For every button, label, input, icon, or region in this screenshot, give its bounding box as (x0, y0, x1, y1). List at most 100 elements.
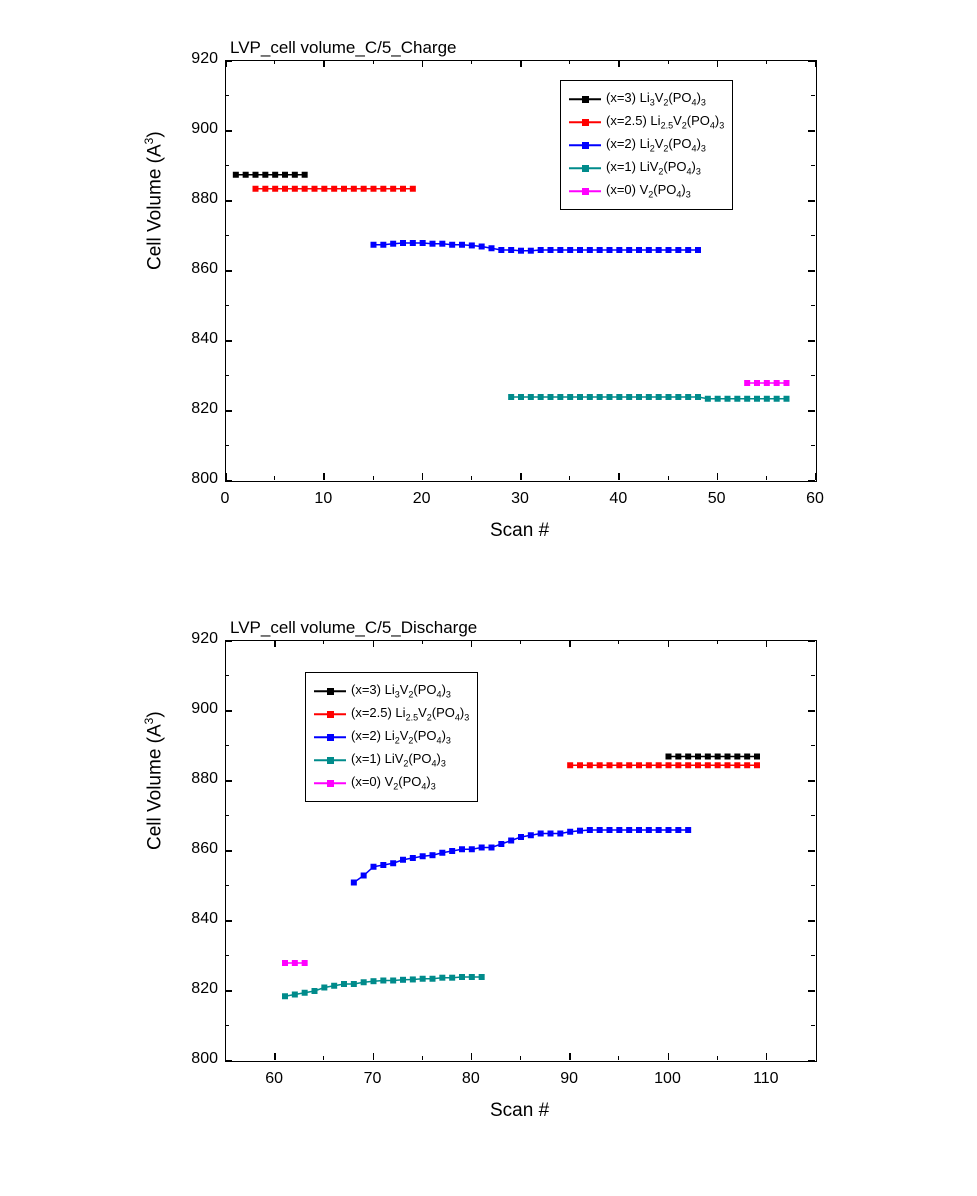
series-marker-x2 (498, 841, 504, 847)
x-tick (274, 1053, 276, 1060)
x-tick (225, 60, 227, 67)
x-minor-tick (569, 476, 570, 480)
y-minor-tick (811, 165, 815, 166)
series-marker-x2 (439, 241, 445, 247)
x-minor-tick (471, 476, 472, 480)
series-marker-x2 (420, 853, 426, 859)
series-marker-x2.5 (292, 186, 298, 192)
series-marker-x1 (410, 976, 416, 982)
x-minor-tick (766, 476, 767, 480)
legend-label: (x=0) V2(PO4)3 (351, 772, 436, 794)
y-tick (225, 480, 232, 482)
page: LVP_cell volume_C/5_Charge Cell Volume (… (0, 0, 977, 1196)
series-marker-x2 (410, 240, 416, 246)
series-marker-x1 (321, 985, 327, 991)
legend-swatch (314, 777, 346, 789)
x-minor-tick (569, 60, 570, 64)
legend-swatch (314, 685, 346, 697)
series-marker-x2.5 (361, 186, 367, 192)
series-marker-x1 (361, 979, 367, 985)
x-tick-label: 70 (364, 1070, 382, 1088)
x-tick (373, 1053, 375, 1060)
series-marker-x2 (616, 827, 622, 833)
series-marker-x2 (675, 827, 681, 833)
series-marker-x1 (371, 978, 377, 984)
x-tick-label: 0 (221, 490, 230, 508)
x-minor-tick (323, 1056, 324, 1060)
series-marker-x2 (626, 827, 632, 833)
series-marker-x1 (764, 396, 770, 402)
x-axis-label: Scan # (490, 520, 549, 542)
series-marker-x1 (282, 993, 288, 999)
x-minor-tick (274, 60, 275, 64)
series-marker-x2 (675, 247, 681, 253)
x-minor-tick (323, 640, 324, 644)
x-tick-label: 50 (708, 490, 726, 508)
y-minor-tick (811, 1025, 815, 1026)
series-marker-x2 (518, 248, 524, 254)
x-tick-label: 30 (511, 490, 529, 508)
series-marker-x3 (685, 754, 691, 760)
series-marker-x2 (390, 860, 396, 866)
y-tick (225, 850, 232, 852)
series-marker-x2.5 (262, 186, 268, 192)
series-marker-x2 (449, 848, 455, 854)
x-tick-label: 60 (806, 490, 824, 508)
series-marker-x1 (607, 394, 613, 400)
x-minor-tick (717, 640, 718, 644)
series-marker-x1 (675, 394, 681, 400)
series-marker-x3 (675, 754, 681, 760)
y-tick (225, 640, 232, 642)
series-marker-x1 (695, 394, 701, 400)
x-tick (815, 60, 817, 67)
series-marker-x1 (597, 394, 603, 400)
x-tick (225, 473, 227, 480)
series-marker-x2 (430, 241, 436, 247)
x-tick (569, 1053, 571, 1060)
series-marker-x2 (528, 832, 534, 838)
y-minor-tick (811, 445, 815, 446)
series-marker-x2.5 (715, 762, 721, 768)
series-marker-x3 (282, 172, 288, 178)
series-marker-x2 (597, 247, 603, 253)
legend-swatch (314, 731, 346, 743)
series-marker-x2.5 (410, 186, 416, 192)
x-tick-label: 20 (413, 490, 431, 508)
x-tick-label: 90 (560, 1070, 578, 1088)
x-minor-tick (471, 60, 472, 64)
series-marker-x2 (685, 827, 691, 833)
series-marker-x2 (548, 831, 554, 837)
series-marker-x1 (666, 394, 672, 400)
x-minor-tick (668, 476, 669, 480)
legend-swatch (569, 139, 601, 151)
series-marker-x1 (479, 974, 485, 980)
legend-label: (x=1) LiV2(PO4)3 (606, 157, 701, 179)
y-tick (225, 780, 232, 782)
series-marker-x2.5 (626, 762, 632, 768)
series-marker-x1 (754, 396, 760, 402)
series-marker-x2 (420, 240, 426, 246)
series-marker-x1 (715, 396, 721, 402)
y-minor-tick (225, 745, 229, 746)
x-axis-label: Scan # (490, 1100, 549, 1122)
series-marker-x1 (626, 394, 632, 400)
series-marker-x1 (744, 396, 750, 402)
y-tick-label: 860 (191, 260, 218, 278)
series-marker-x2.5 (282, 186, 288, 192)
y-minor-tick (225, 1025, 229, 1026)
y-minor-tick (225, 445, 229, 446)
series-marker-x2.5 (312, 186, 318, 192)
y-tick (808, 200, 815, 202)
x-minor-tick (520, 640, 521, 644)
legend-label: (x=0) V2(PO4)3 (606, 180, 691, 202)
x-minor-tick (274, 476, 275, 480)
series-marker-x2 (607, 247, 613, 253)
legend-swatch (314, 754, 346, 766)
x-tick (717, 473, 719, 480)
y-tick-label: 800 (191, 470, 218, 488)
series-marker-x2.5 (371, 186, 377, 192)
y-tick (808, 640, 815, 642)
series-marker-x3 (734, 754, 740, 760)
series-marker-x2 (489, 845, 495, 851)
x-minor-tick (373, 60, 374, 64)
